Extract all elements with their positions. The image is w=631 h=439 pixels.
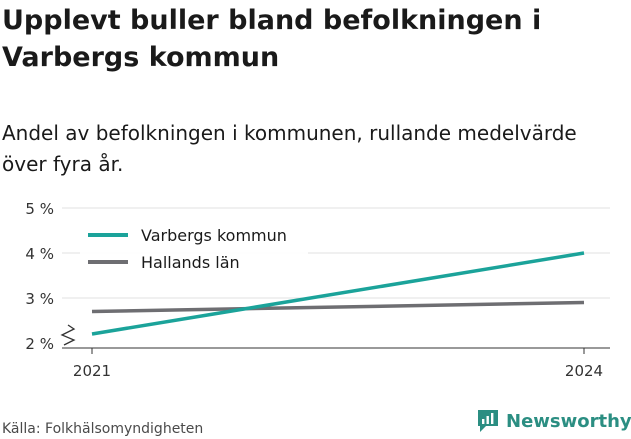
newsworthy-logo-icon xyxy=(478,410,498,432)
y-tick-label: 4 % xyxy=(25,245,54,263)
chart-title: Upplevt buller bland befolkningen i Varb… xyxy=(2,5,542,73)
series-line xyxy=(91,300,585,314)
y-tick-label: 5 % xyxy=(25,200,54,218)
axis-break-icon xyxy=(60,324,76,346)
y-tick-label: 3 % xyxy=(25,290,54,308)
x-tick-label: 2024 xyxy=(565,362,603,380)
source-note: Källa: Folkhälsomyndigheten xyxy=(2,421,204,437)
brand-name: Newsworthy xyxy=(506,410,631,432)
legend-label: Hallands län xyxy=(141,253,240,272)
x-tick-label: 2021 xyxy=(73,362,111,380)
brand-logo: Newsworthy xyxy=(476,408,631,434)
line-chart: 2 % 3 % 4 % 5 % 2021 2024 Varbergs kommun Hal… xyxy=(25,200,610,380)
y-tick-label: 2 % xyxy=(25,335,54,353)
legend-box xyxy=(80,220,308,274)
series-line xyxy=(91,251,585,336)
legend-label: Varbergs kommun xyxy=(141,226,287,245)
chart-subtitle: Andel av befolkningen i kommunen, rullan… xyxy=(2,121,577,176)
